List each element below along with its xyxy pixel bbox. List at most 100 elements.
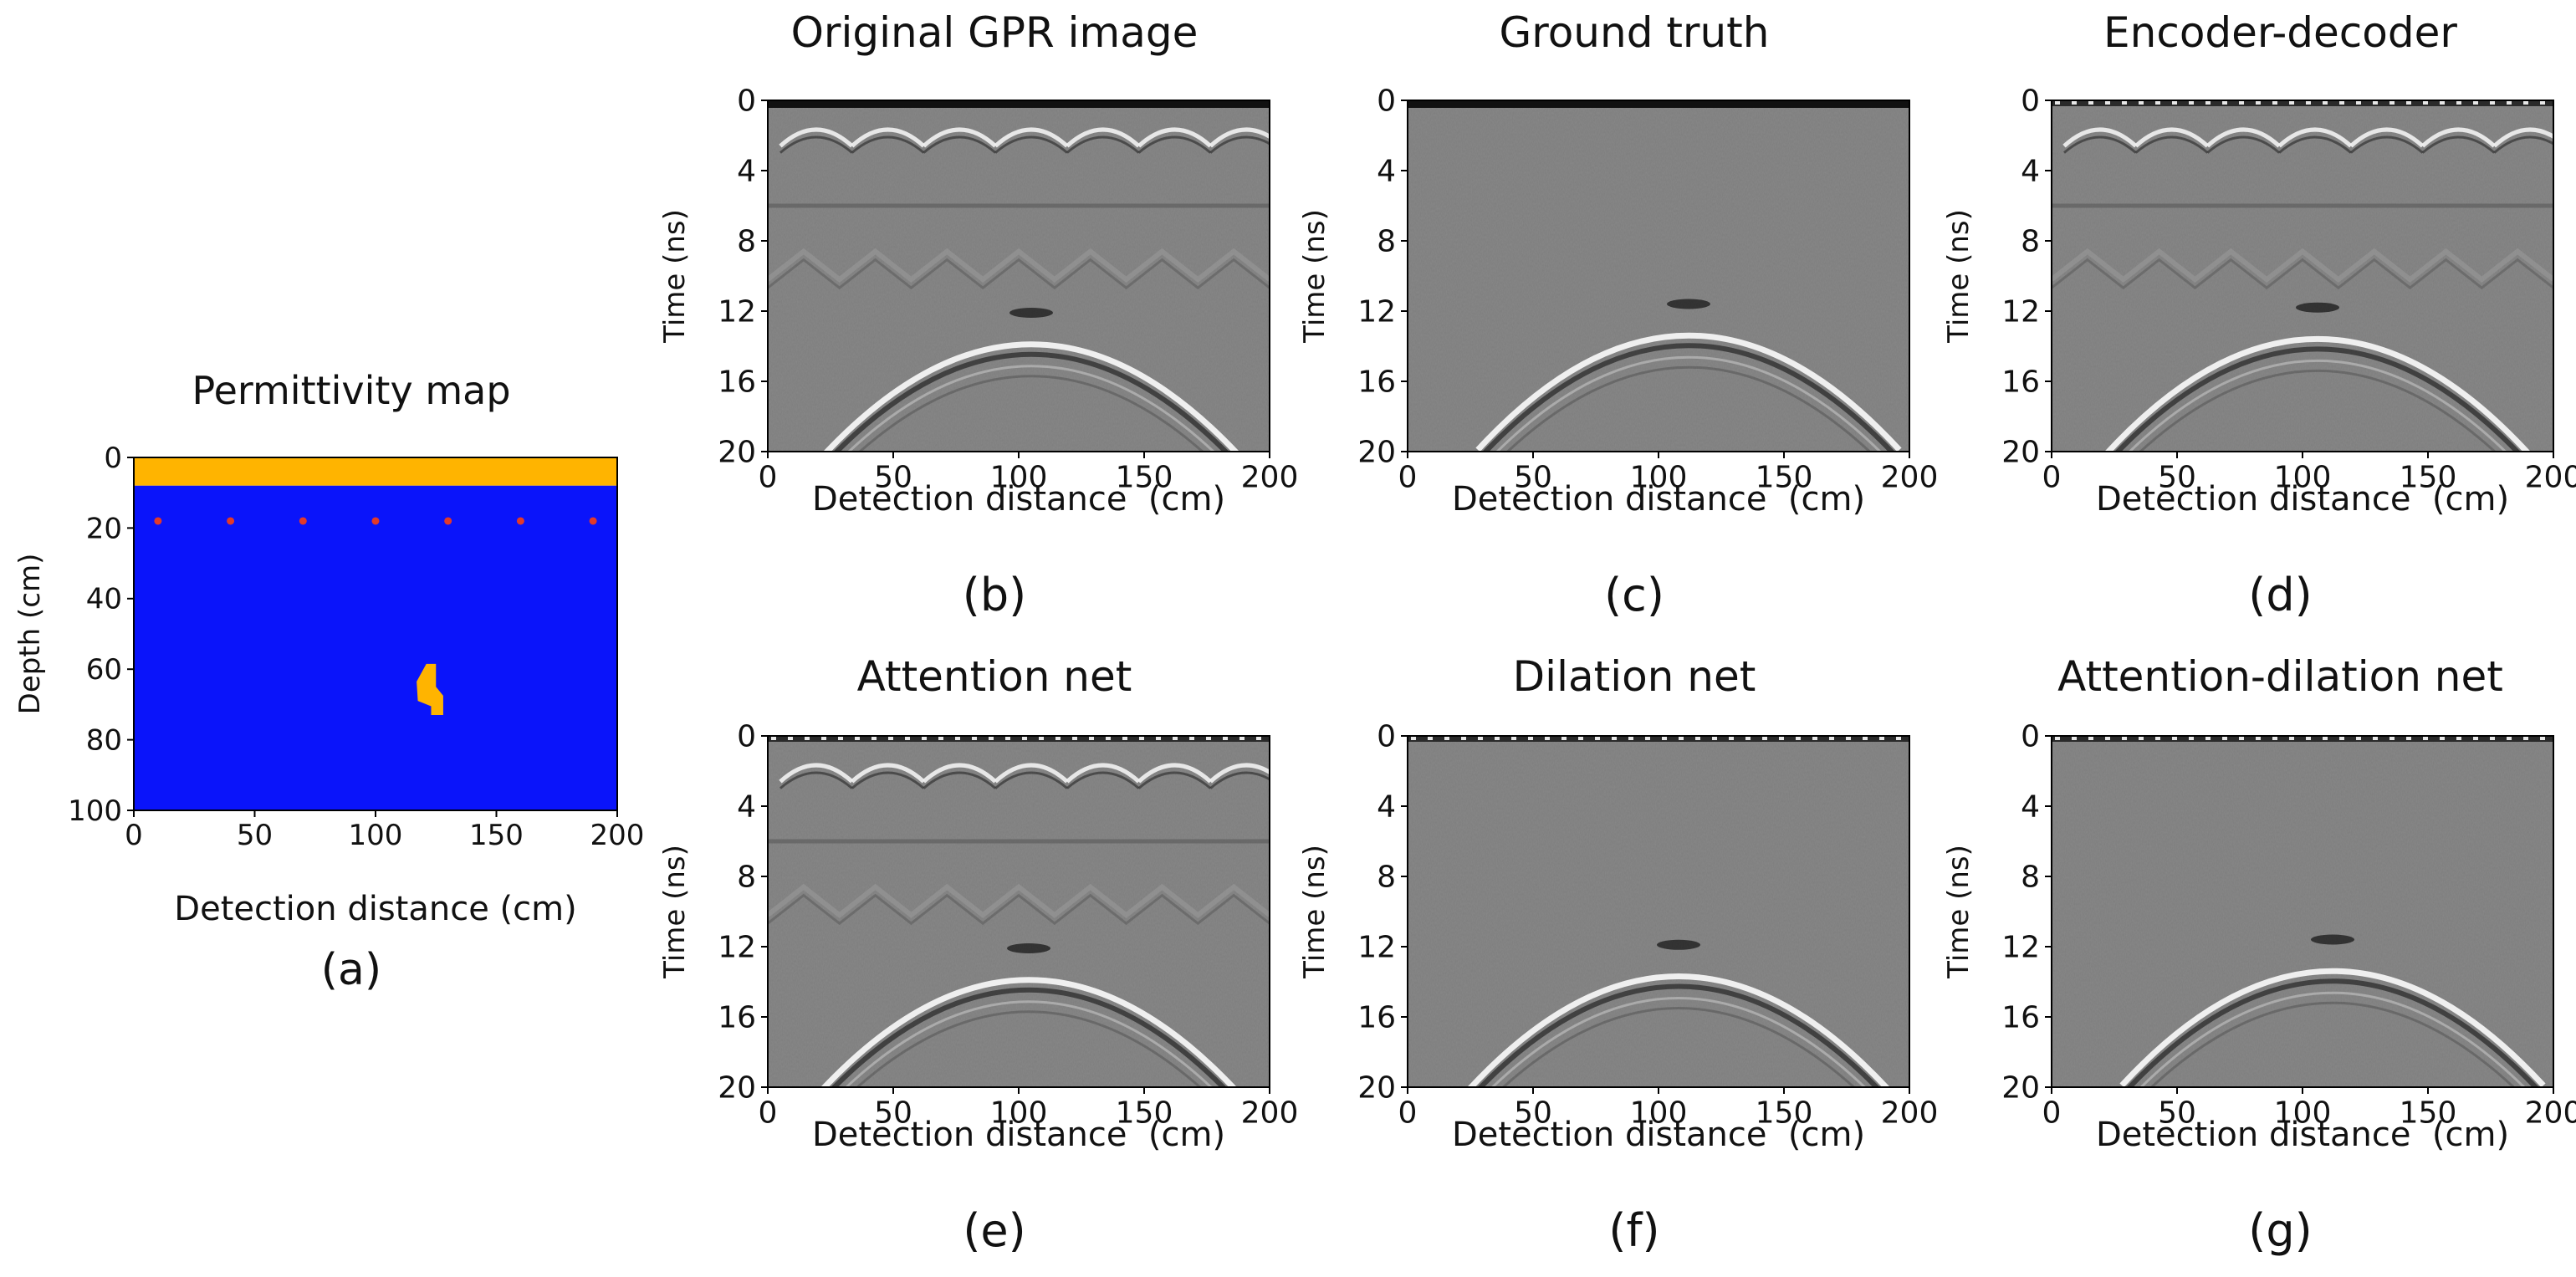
- target-hyperbola: [1467, 973, 1890, 1087]
- x-tick-label: 200: [1881, 1096, 1939, 1131]
- hyperbola-apex: [2296, 302, 2339, 313]
- x-tick-label: 50: [237, 819, 273, 852]
- top-band-speckle: [2105, 737, 2110, 740]
- antenna-point: [299, 517, 307, 525]
- multiple-reflection-shadow: [768, 258, 1270, 290]
- target-hyperbola: [823, 341, 1239, 452]
- y-tick-label: 16: [1357, 1001, 1396, 1035]
- top-band-speckle: [2406, 737, 2411, 740]
- top-band-speckle: [2222, 101, 2227, 105]
- hyperbola-ringing: [2138, 369, 2497, 452]
- y-tick-label: 12: [1357, 931, 1396, 965]
- x-tick-label: 150: [2400, 1096, 2457, 1131]
- top-band-speckle: [1122, 737, 1127, 740]
- chart-svg: 0 50 100 150 200 0 20 40 60 80 100 Detection distan…: [13, 442, 644, 928]
- x-tick-label: 100: [1630, 1096, 1688, 1131]
- hyperbola-ringing: [1482, 343, 1895, 452]
- x-tick-label: 150: [1756, 461, 1813, 495]
- direct-wave-arc: [2062, 127, 2138, 148]
- top-band-speckle: [1712, 737, 1717, 740]
- y-tick-label: 20: [86, 512, 122, 545]
- x-tick-label: 200: [590, 819, 645, 852]
- x-tick-label: 200: [1881, 461, 1939, 495]
- top-band-speckle: [2306, 737, 2311, 740]
- top-band-speckle: [1695, 737, 1700, 740]
- top-band-speckle: [922, 737, 927, 740]
- hyperbola-ringing: [856, 1010, 1202, 1087]
- panel-label: (e): [963, 1204, 1026, 1257]
- direct-wave-arc: [2134, 127, 2210, 148]
- y-tick-label: 4: [2021, 155, 2040, 189]
- top-band-speckle: [2507, 101, 2512, 105]
- direct-wave-arc: [922, 763, 997, 784]
- direct-wave-arc: [2205, 127, 2281, 148]
- antenna-point: [227, 517, 235, 525]
- x-tick-label: 100: [1630, 461, 1688, 495]
- top-band-speckle: [1411, 737, 1416, 740]
- direct-wave-arc: [2492, 127, 2553, 148]
- direct-wave-arc: [1137, 763, 1212, 784]
- top-band-speckle: [2189, 737, 2194, 740]
- top-band-speckle: [2456, 737, 2461, 740]
- y-tick-label: 20: [1357, 436, 1396, 470]
- y-axis-label: Time (ns): [1298, 209, 1331, 344]
- target-hyperbola: [820, 977, 1237, 1087]
- antenna-point: [516, 517, 524, 525]
- top-band-speckle: [2256, 101, 2261, 105]
- panel-label: (f): [1608, 1204, 1660, 1257]
- x-axis-label: Detection distance (cm): [812, 1116, 1225, 1154]
- x-tick-label: 150: [1756, 1096, 1813, 1131]
- y-tick-label: 20: [718, 436, 756, 470]
- top-band-speckle: [938, 737, 943, 740]
- top-band-speckle: [1089, 737, 1094, 740]
- top-band-speckle: [2323, 737, 2328, 740]
- hyperbola-ringing: [1505, 365, 1872, 452]
- direct-wave-arc-shadow: [1209, 771, 1270, 789]
- hyperbola-ringing: [1501, 1006, 1856, 1087]
- top-band-speckle: [2239, 101, 2244, 105]
- top-band-speckle: [1745, 737, 1751, 740]
- top-band-speckle: [1561, 737, 1567, 740]
- top-band-speckle: [2373, 101, 2378, 105]
- top-band-speckle: [2205, 101, 2211, 105]
- y-tick-label: 16: [1357, 365, 1396, 400]
- top-band-speckle: [2072, 101, 2077, 105]
- panel-d: Encoder-decoder (d) 0 50 100 150 200 0 4 8 12 16 20 D…: [1936, 0, 2576, 644]
- top-band-speckle: [972, 737, 977, 740]
- top-band-speckle: [1812, 737, 1817, 740]
- chart-title: Permittivity map: [192, 368, 511, 413]
- multiple-reflection: [768, 883, 1270, 919]
- direct-wave-arc: [1137, 127, 1212, 148]
- x-axis-label: Detection distance (cm): [1452, 480, 1865, 518]
- top-band-speckle: [1206, 737, 1211, 740]
- hyperbola-ringing: [844, 1000, 1214, 1087]
- x-tick-label: 150: [469, 819, 524, 852]
- antenna-point: [444, 517, 452, 525]
- direct-wave-arc-shadow: [994, 771, 1068, 789]
- top-band-speckle: [1796, 737, 1801, 740]
- x-axis-label: Detection distance (cm): [1452, 1116, 1865, 1154]
- top-band-speckle: [788, 737, 793, 740]
- chart-title: Attention net: [856, 652, 1132, 701]
- direct-coupling-band: [1408, 100, 1909, 108]
- top-band-speckle: [855, 737, 860, 740]
- x-tick-label: 200: [2525, 461, 2576, 495]
- y-tick-label: 16: [2001, 1001, 2040, 1035]
- top-band-speckle: [2339, 737, 2344, 740]
- top-band-speckle: [1762, 737, 1767, 740]
- top-band-speckle: [1879, 737, 1884, 740]
- top-band-speckle: [1846, 737, 1851, 740]
- direct-wave-arc-shadow: [2206, 135, 2281, 154]
- direct-wave-arc-shadow: [923, 771, 997, 789]
- y-tick-label: 16: [718, 1001, 756, 1035]
- top-band-speckle: [2423, 101, 2428, 105]
- y-tick-label: 12: [2001, 295, 2040, 329]
- y-tick-label: 0: [1377, 84, 1396, 119]
- top-band-speckle: [2507, 737, 2512, 740]
- x-tick-label: 0: [759, 461, 778, 495]
- direct-wave-arc: [994, 763, 1069, 784]
- y-tick-label: 16: [2001, 365, 2040, 400]
- top-band-speckle: [1239, 737, 1245, 740]
- top-band-speckle: [905, 737, 910, 740]
- y-tick-label: 4: [1377, 155, 1396, 189]
